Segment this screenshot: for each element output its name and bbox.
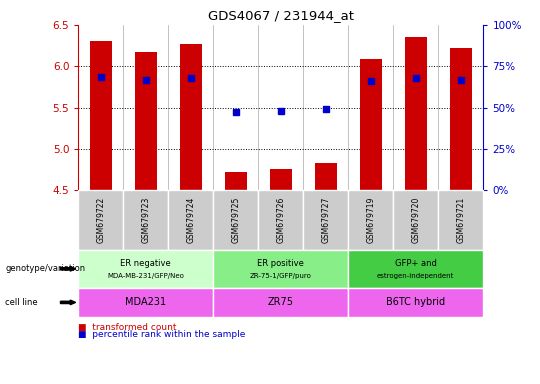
Text: GSM679720: GSM679720 (411, 197, 420, 243)
Text: estrogen-independent: estrogen-independent (377, 273, 455, 279)
Text: MDA-MB-231/GFP/Neo: MDA-MB-231/GFP/Neo (107, 273, 184, 279)
Text: genotype/variation: genotype/variation (5, 264, 85, 273)
Text: GSM679725: GSM679725 (231, 197, 240, 243)
Bar (404, 37, 427, 190)
Bar (360, 59, 382, 190)
Text: ZR75: ZR75 (268, 297, 294, 308)
Text: GSM679726: GSM679726 (276, 197, 285, 243)
Text: MDA231: MDA231 (125, 297, 166, 308)
Bar (134, 52, 157, 190)
Text: GSM679722: GSM679722 (96, 197, 105, 243)
Text: cell line: cell line (5, 298, 38, 307)
Text: ER negative: ER negative (120, 258, 171, 268)
Bar (225, 172, 247, 190)
Text: ER positive: ER positive (258, 258, 304, 268)
Text: GSM679724: GSM679724 (186, 197, 195, 243)
Bar (269, 169, 292, 190)
Text: GSM679721: GSM679721 (456, 197, 465, 243)
Text: GSM679727: GSM679727 (321, 197, 330, 243)
Text: ZR-75-1/GFP/puro: ZR-75-1/GFP/puro (250, 273, 312, 279)
Bar (179, 44, 202, 190)
Bar (90, 41, 112, 190)
Bar (314, 163, 337, 190)
Title: GDS4067 / 231944_at: GDS4067 / 231944_at (208, 9, 354, 22)
Text: GFP+ and: GFP+ and (395, 258, 437, 268)
Text: ■  percentile rank within the sample: ■ percentile rank within the sample (78, 330, 246, 339)
Text: GSM679719: GSM679719 (366, 197, 375, 243)
Text: ■  transformed count: ■ transformed count (78, 323, 177, 332)
Text: B6TC hybrid: B6TC hybrid (386, 297, 445, 308)
Text: GSM679723: GSM679723 (141, 197, 150, 243)
Bar (449, 48, 472, 190)
